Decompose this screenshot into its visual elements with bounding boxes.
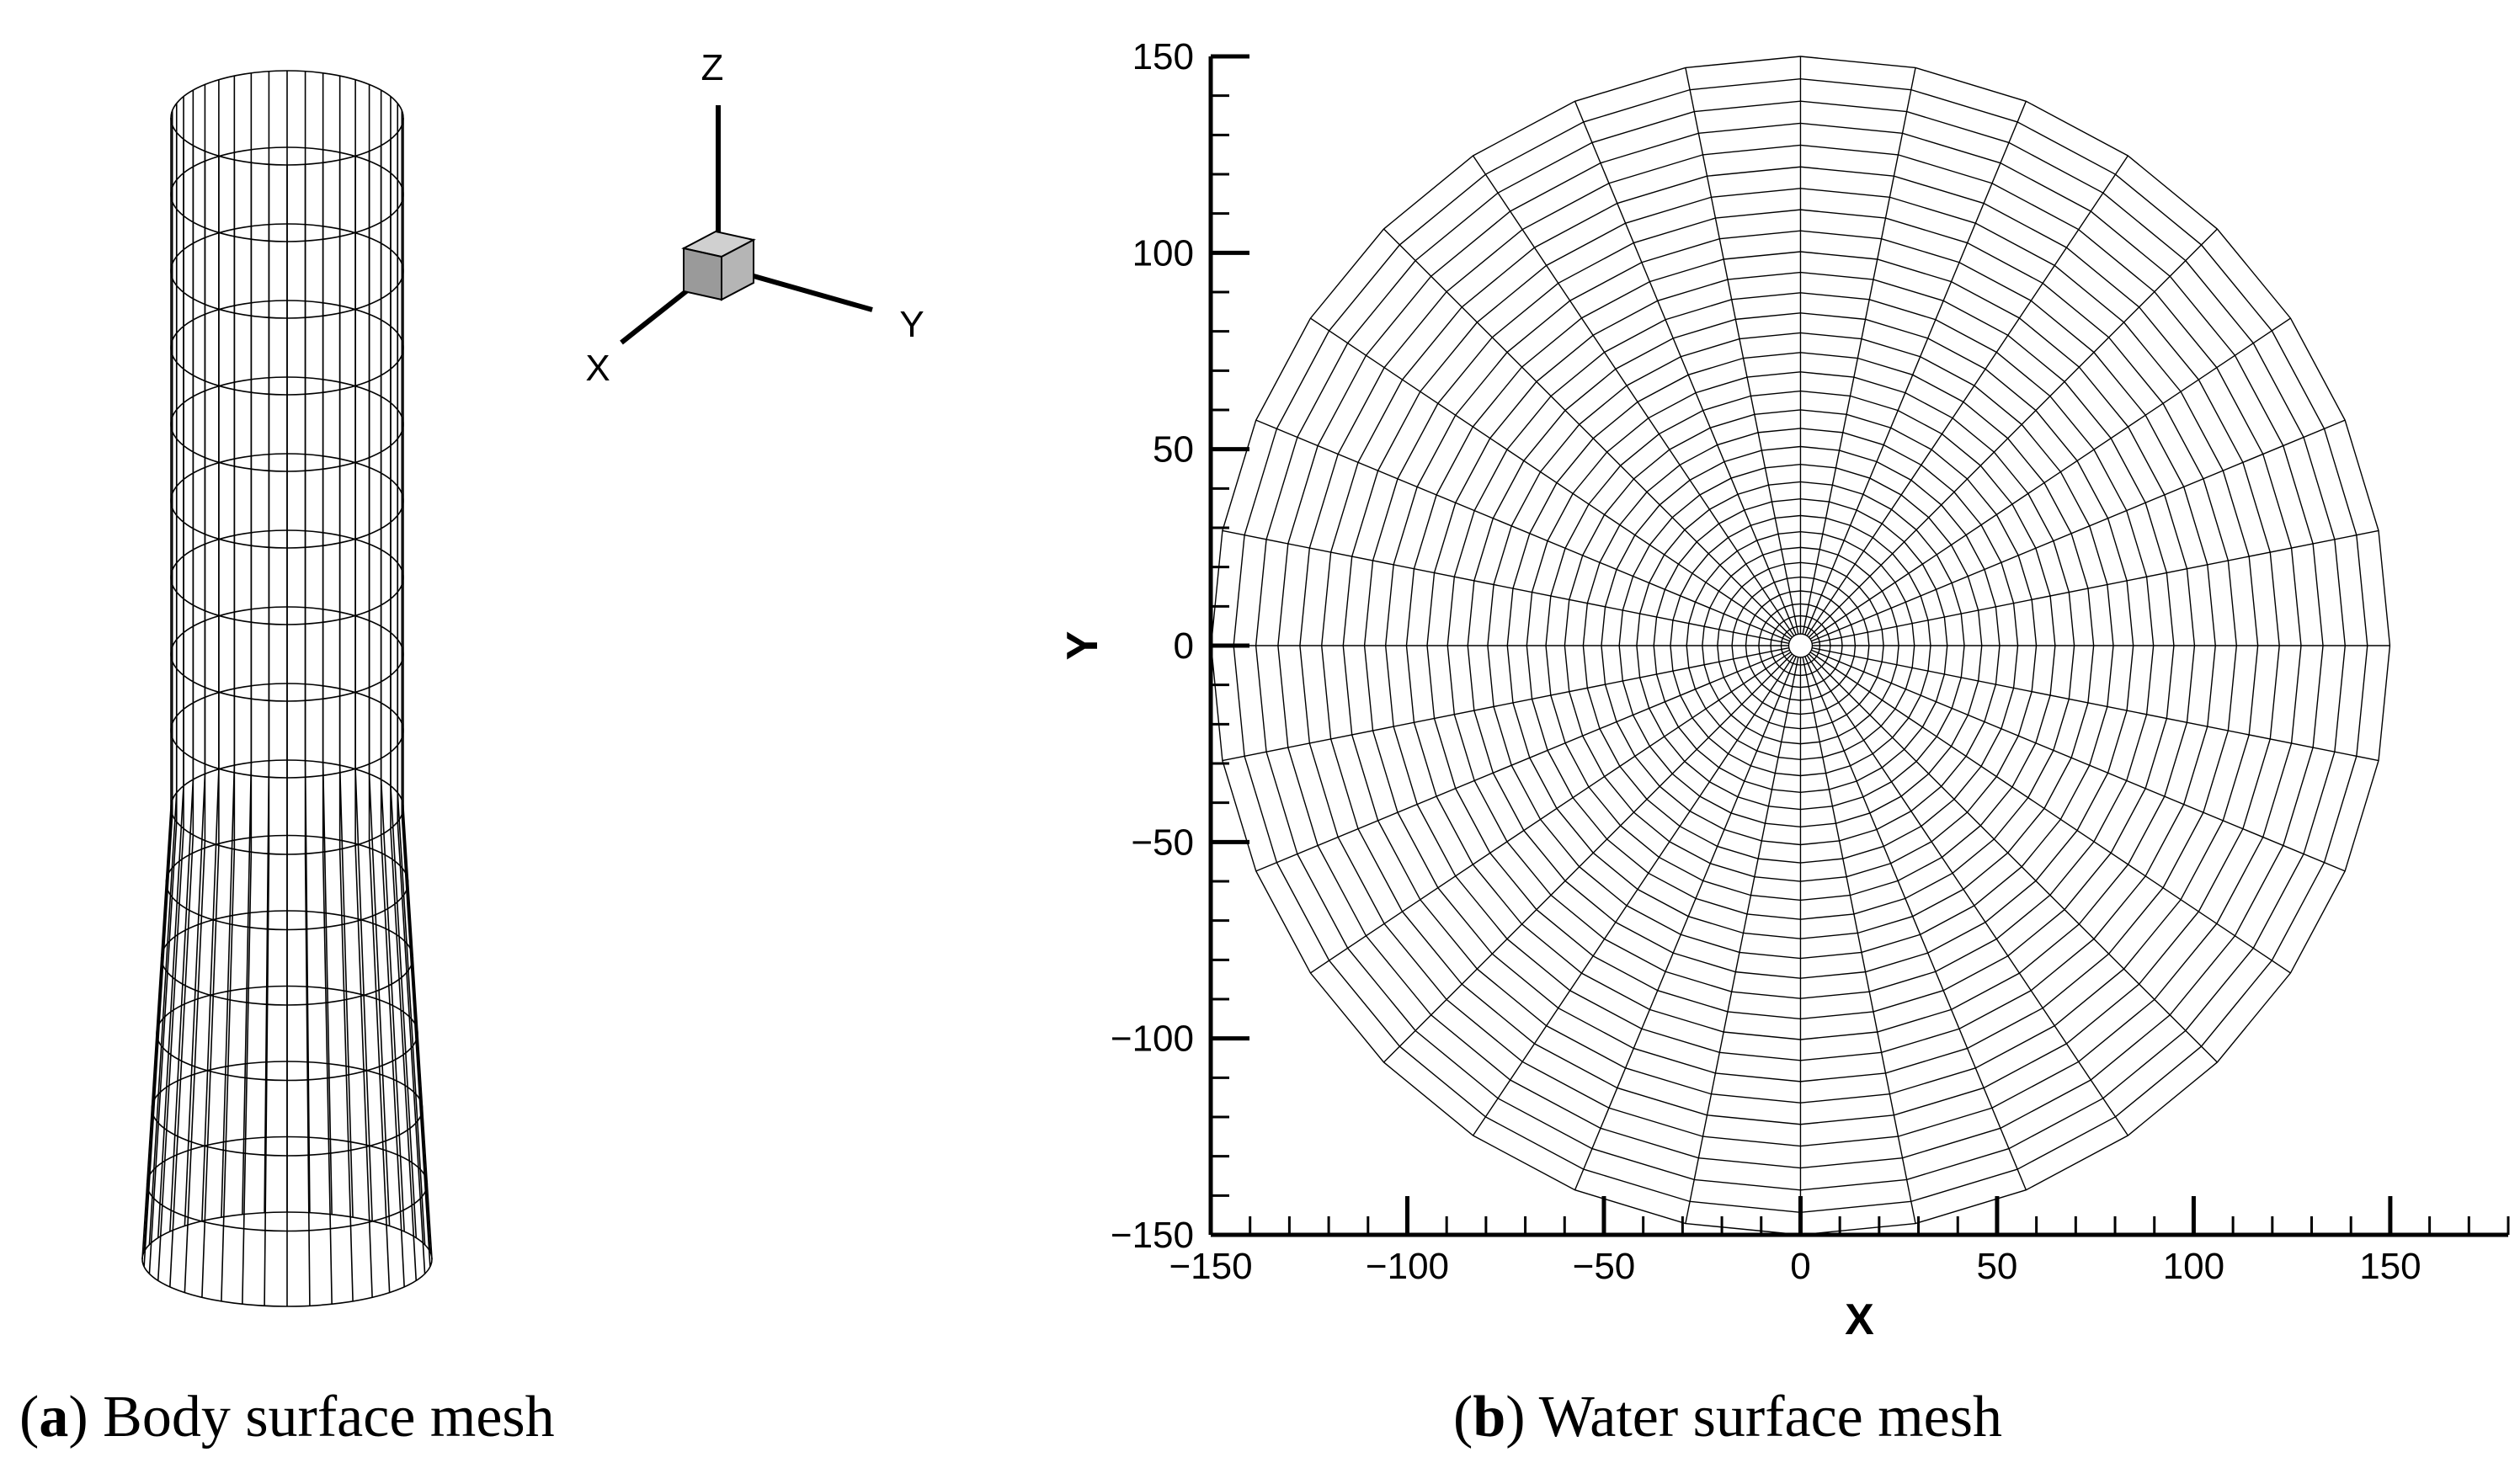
- y-tick-label: 150: [1132, 36, 1194, 77]
- x-tick-label: 100: [2163, 1246, 2224, 1287]
- y-axis-title: Y: [1058, 631, 1107, 661]
- generator-line: [143, 110, 173, 1253]
- triad: Z Y X: [585, 47, 924, 389]
- y-tick-label: 0: [1174, 625, 1194, 667]
- generator-line: [242, 72, 253, 1215]
- generator-line: [397, 103, 426, 1245]
- mesh-spoke: [1574, 656, 1797, 1190]
- x-tick-label: −100: [1366, 1246, 1449, 1287]
- caption-b: (b) Water surface mesh: [1453, 1385, 2002, 1449]
- caption-open: (: [1453, 1385, 1473, 1449]
- caption-open: (: [19, 1385, 39, 1449]
- x-tick-label: 50: [1976, 1246, 2017, 1287]
- y-tick-label: 100: [1132, 232, 1194, 274]
- mesh-spoke: [1812, 647, 2379, 762]
- mesh-spoke: [1806, 155, 2128, 636]
- generator-line: [221, 76, 236, 1218]
- triad-z: Z: [701, 47, 724, 88]
- mesh-spoke: [1255, 649, 1790, 872]
- mesh-spoke: [1472, 155, 1795, 636]
- mesh-spoke: [1310, 317, 1792, 640]
- mesh-spoke: [1804, 656, 2027, 1190]
- x-tick-label: 150: [2359, 1246, 2421, 1287]
- generator-line: [157, 96, 184, 1238]
- generator-line: [184, 84, 206, 1226]
- y-tick-label: −50: [1131, 822, 1194, 863]
- x-tick-label: 0: [1790, 1246, 1810, 1287]
- axes: −150 −100 −50 0 50 100 150 −150 −100 −50 0 50 100 150…: [1058, 36, 2510, 1344]
- caption-a: (a) Body surface mesh: [19, 1385, 555, 1449]
- triad-x: X: [585, 348, 610, 389]
- generator-line: [401, 110, 431, 1253]
- generator-line: [402, 118, 433, 1260]
- generator-line: [148, 103, 178, 1245]
- caption-text: ) Water surface mesh: [1505, 1385, 2002, 1449]
- triad-y: Y: [899, 304, 924, 345]
- mesh-spoke: [1685, 67, 1799, 635]
- mesh-spoke: [1310, 652, 1792, 974]
- generator-line: [390, 96, 418, 1238]
- mesh-spoke: [1574, 101, 1797, 636]
- mesh-spoke: [1811, 419, 2346, 642]
- mesh-spoke: [1812, 529, 2379, 644]
- mesh-spoke: [1222, 647, 1789, 762]
- generator-line: [368, 84, 391, 1226]
- mesh-spoke: [1809, 652, 2291, 974]
- generator-line: [380, 90, 405, 1232]
- mesh-spoke: [1685, 657, 1799, 1224]
- caption-label: a: [39, 1385, 68, 1449]
- x-tick-label: −150: [1169, 1246, 1252, 1287]
- mesh-spoke: [1809, 317, 2291, 640]
- mesh-ring: [1787, 633, 1814, 658]
- mesh-spoke: [1811, 649, 2346, 872]
- mesh-spoke: [1804, 101, 2027, 636]
- mesh-spoke: [1383, 653, 1793, 1063]
- cube-front: [683, 247, 722, 301]
- body-mesh: [141, 70, 433, 1307]
- y-tick-label: −100: [1111, 1019, 1194, 1060]
- mesh-spoke: [1806, 655, 2128, 1136]
- generator-line: [322, 72, 333, 1215]
- mesh-spoke: [1255, 419, 1790, 642]
- generator-line: [264, 71, 270, 1213]
- mesh-spoke: [1222, 529, 1789, 644]
- mesh-spoke: [1808, 228, 2218, 638]
- mesh-spoke: [1802, 657, 1916, 1224]
- y-tick-label: 50: [1153, 429, 1194, 471]
- mesh-spoke: [1383, 228, 1793, 638]
- generator-line: [141, 118, 172, 1260]
- generator-line: [304, 71, 311, 1213]
- mesh-spoke: [1802, 67, 1916, 635]
- mesh-spoke: [1472, 655, 1795, 1136]
- x-tick-label: −50: [1573, 1246, 1636, 1287]
- generator-line: [169, 90, 194, 1232]
- x-axis-title: X: [1845, 1295, 1874, 1344]
- water-mesh: [1210, 56, 2391, 1236]
- y-tick-label: −150: [1111, 1215, 1194, 1256]
- generator-line: [338, 76, 354, 1218]
- caption-label: b: [1473, 1385, 1505, 1449]
- generator-line: [354, 79, 373, 1221]
- caption-text: ) Body surface mesh: [68, 1385, 554, 1449]
- generator-line: [201, 79, 220, 1221]
- mesh-spoke: [1808, 653, 2218, 1063]
- cube-side: [721, 238, 754, 301]
